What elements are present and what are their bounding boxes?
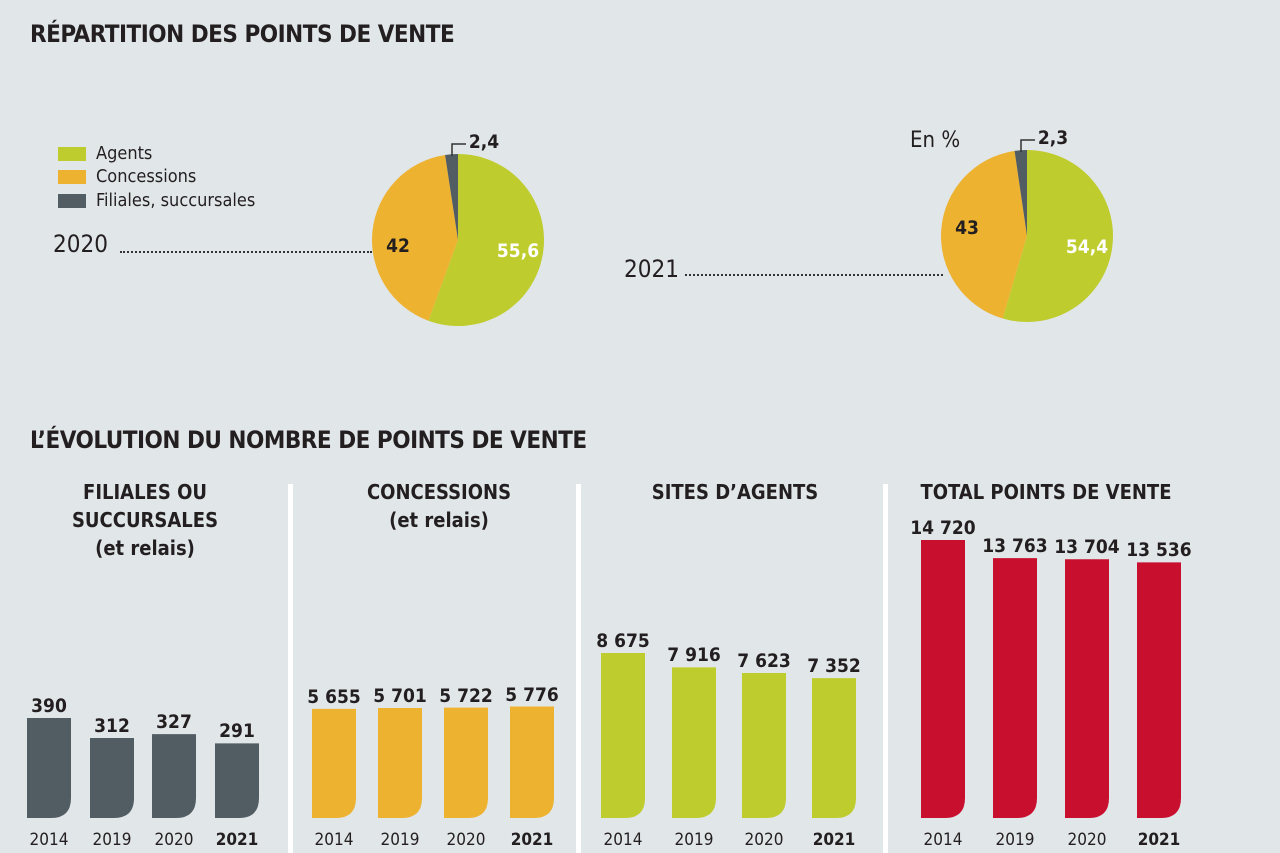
bar-value-label: 7 916	[667, 644, 721, 667]
x-tick-label: 2020	[744, 830, 784, 850]
x-tick-label: 2020	[446, 830, 486, 850]
pie-value-label: 54,4	[1065, 236, 1109, 258]
bar-2019	[90, 738, 134, 818]
bar-value-label: 8 675	[596, 630, 650, 652]
x-tick-label: 2014	[314, 830, 354, 850]
bar-2020	[444, 707, 488, 818]
pie-value-label: 43	[955, 217, 979, 239]
legend-agents: Agents	[58, 143, 152, 164]
legend-filiales: Filiales, succursales	[58, 190, 255, 211]
panel-title: SITES D’AGENTS	[651, 480, 819, 504]
unit-label: En %	[910, 128, 961, 153]
bar-2020	[1065, 559, 1109, 818]
pie-slice-2020-0	[428, 154, 545, 327]
bar-2019	[993, 558, 1037, 818]
x-tick-label: 2019	[92, 830, 132, 850]
bar-2020	[742, 673, 786, 818]
bar-2014	[601, 653, 645, 818]
pie-slice-2020-1	[372, 154, 458, 321]
x-tick-label: 2021	[510, 830, 554, 850]
panel-title: SUCCURSALES	[71, 508, 219, 532]
pie-slice-2021-1	[940, 150, 1027, 319]
pie-leader-line	[1020, 139, 1035, 152]
bar-value-label: 5 776	[505, 683, 559, 706]
bar-value-label: 7 352	[807, 655, 861, 678]
bar-value-label: 5 655	[307, 685, 361, 708]
legend-concessions: Concessions	[58, 166, 196, 187]
bar-value-label: 312	[94, 715, 130, 737]
pie-slice-2021-0	[1002, 150, 1113, 322]
x-tick-label: 2019	[674, 830, 714, 850]
x-tick-label: 2021	[1137, 830, 1181, 850]
x-tick-label: 2019	[380, 830, 420, 850]
x-tick-label: 2020	[1067, 830, 1107, 850]
x-tick-label: 2014	[603, 830, 643, 850]
bar-2014	[921, 540, 965, 818]
pie-value-label: 55,6	[496, 240, 540, 262]
panel-title: (et relais)	[95, 536, 195, 560]
panel-title: FILIALES OU	[83, 480, 207, 504]
bar-2019	[378, 707, 422, 818]
pie-value-label: 2,3	[1037, 127, 1069, 149]
bar-2021	[215, 743, 259, 818]
bar-2021	[812, 678, 856, 818]
bar-2014	[27, 718, 71, 818]
pie-value-label: 2,4	[468, 131, 500, 153]
pie-label-2021: 2021	[624, 255, 679, 283]
bar-value-label: 13 536	[1126, 539, 1192, 562]
bar-2019	[672, 667, 716, 818]
bar-value-label: 327	[156, 711, 192, 734]
bar-value-label: 7 623	[737, 650, 791, 672]
divider	[883, 484, 888, 853]
panel-title: CONCESSIONS	[366, 480, 512, 504]
bar-2014	[312, 708, 356, 818]
x-tick-label: 2020	[154, 830, 194, 850]
divider	[576, 484, 581, 853]
title-repartition: RÉPARTITION DES POINTS DE VENTE	[30, 20, 455, 48]
pie-value-label: 42	[386, 235, 410, 257]
pie-leader-line	[451, 143, 466, 156]
x-tick-label: 2014	[29, 830, 69, 850]
x-tick-label: 2014	[923, 830, 963, 850]
bar-value-label: 13 763	[982, 535, 1048, 558]
bar-2021	[510, 706, 554, 818]
x-tick-label: 2021	[215, 830, 259, 850]
pie-label-2020: 2020	[53, 230, 108, 258]
bar-value-label: 291	[219, 720, 255, 743]
bar-value-label: 14 720	[910, 517, 976, 539]
bar-value-label: 13 704	[1054, 536, 1120, 559]
leader-2021	[685, 274, 943, 276]
bar-value-label: 5 722	[439, 684, 493, 707]
bar-2021	[1137, 562, 1181, 818]
x-tick-label: 2021	[812, 830, 856, 850]
panel-title: (et relais)	[389, 508, 489, 532]
pie-slice-2021-2	[1014, 150, 1027, 236]
divider	[288, 484, 293, 853]
leader-2020	[120, 251, 372, 253]
pie-slice-2020-2	[445, 154, 458, 240]
bar-2020	[152, 734, 196, 818]
bar-value-label: 5 701	[373, 684, 427, 707]
x-tick-label: 2019	[995, 830, 1035, 850]
title-evolution: L’ÉVOLUTION DU NOMBRE DE POINTS DE VENTE	[30, 426, 587, 454]
panel-title: TOTAL POINTS DE VENTE	[920, 480, 1172, 504]
bar-value-label: 390	[31, 695, 67, 717]
